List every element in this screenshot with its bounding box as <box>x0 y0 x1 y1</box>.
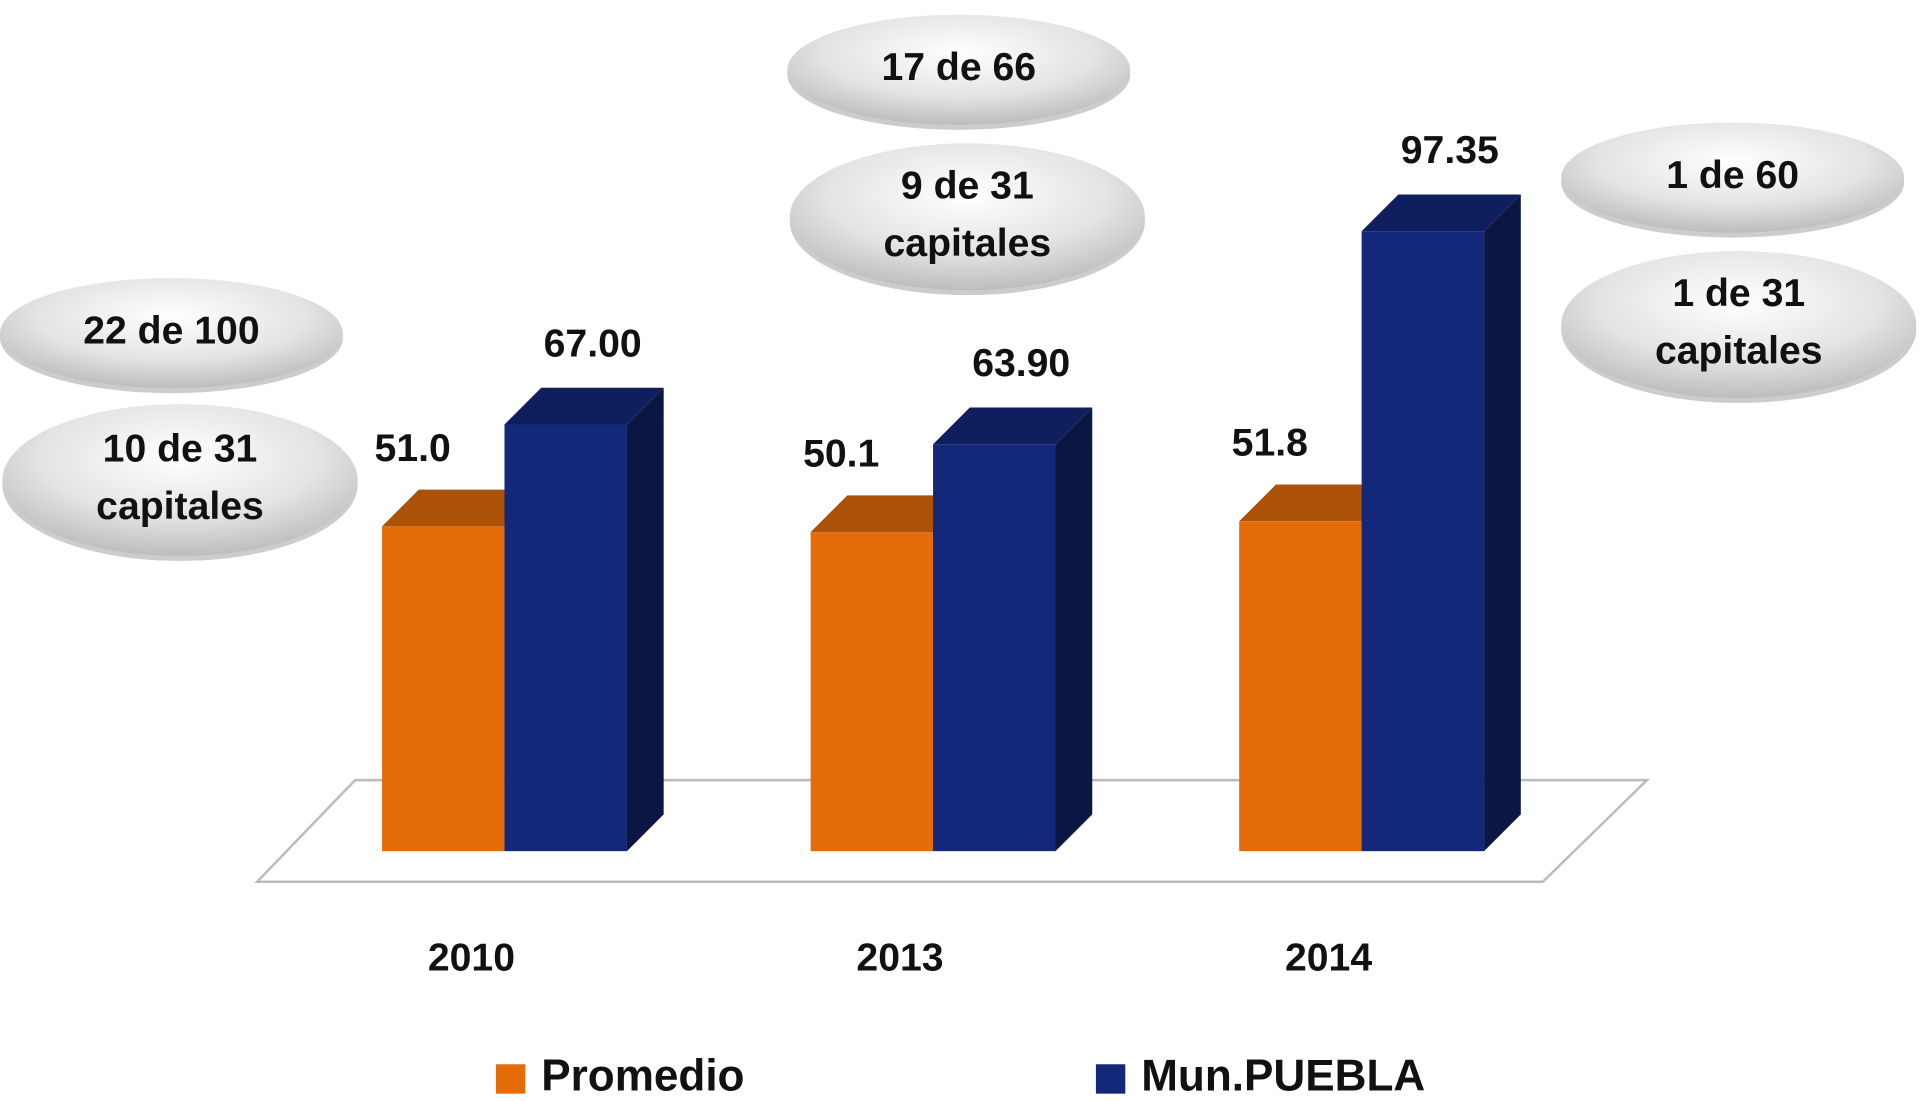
data-label: 50.1 <box>803 433 879 476</box>
annotation-bubble <box>787 14 1131 125</box>
bar-front <box>1361 231 1485 852</box>
bar-top <box>1239 484 1399 522</box>
bar-front <box>810 532 934 852</box>
bar-front <box>1239 521 1362 852</box>
bar <box>504 387 664 852</box>
annotation-bubble <box>1561 251 1917 399</box>
x-tick-label: 2013 <box>856 937 943 980</box>
bar-top <box>1361 194 1521 232</box>
annotation-text: 10 de 31 <box>103 428 258 471</box>
bar-front <box>504 424 627 852</box>
data-label: 51.0 <box>375 427 451 470</box>
bar-side <box>626 387 664 852</box>
data-label: 67.00 <box>544 322 642 365</box>
bar-front <box>382 526 505 852</box>
annotation-bubble <box>1561 122 1905 233</box>
legend-swatch <box>1095 1064 1126 1094</box>
bar-top <box>810 495 970 533</box>
bar <box>933 407 1093 852</box>
bar-side <box>1055 407 1093 852</box>
annotation-text: capitales <box>884 222 1052 265</box>
annotation-text: 17 de 66 <box>881 46 1036 89</box>
annotation-text: 1 de 31 <box>1672 272 1805 315</box>
bar-side <box>1484 194 1521 852</box>
bar-top <box>933 407 1093 445</box>
annotation-text: capitales <box>96 485 264 528</box>
bar-top <box>504 387 664 425</box>
annotation-text: 1 de 60 <box>1666 154 1799 197</box>
legend-swatch <box>495 1064 526 1094</box>
bar <box>1361 194 1521 852</box>
data-label: 63.90 <box>972 342 1070 385</box>
annotation-text: 9 de 31 <box>901 164 1034 207</box>
legend-label: Promedio <box>541 1052 744 1101</box>
x-tick-label: 2014 <box>1285 937 1372 980</box>
data-label: 97.35 <box>1401 129 1499 172</box>
bar-top <box>382 489 542 527</box>
annotation-text: 22 de 100 <box>83 309 259 352</box>
bar-front <box>933 444 1056 852</box>
annotation-bubble <box>2 404 358 557</box>
x-tick-label: 2010 <box>428 937 515 980</box>
data-label: 51.8 <box>1232 422 1308 465</box>
annotation-bubble <box>789 143 1145 291</box>
annotation-bubble <box>0 278 343 389</box>
annotation-text: capitales <box>1655 330 1823 373</box>
legend-label: Mun.PUEBLA <box>1141 1052 1425 1101</box>
